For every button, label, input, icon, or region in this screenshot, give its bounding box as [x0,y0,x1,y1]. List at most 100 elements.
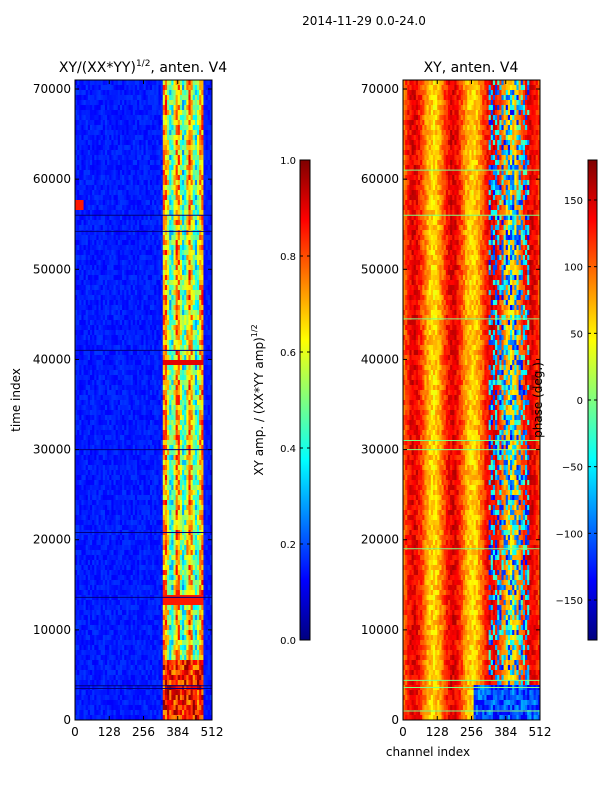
heatmap-cell [126,420,129,426]
heatmap-cell [83,235,87,241]
heatmap-cell [164,150,168,156]
heatmap-cell [128,435,132,441]
heatmap-cell [126,285,129,291]
heatmap-cell [154,90,157,96]
heatmap-cell [173,225,177,231]
heatmap-cell [175,80,179,86]
heatmap-cell [100,100,104,106]
heatmap-cell [132,360,136,366]
heatmap-cell [177,255,181,261]
heatmap-cell [139,175,142,181]
heatmap-cell [145,305,149,311]
heatmap-cell [199,360,202,366]
heatmap-cell [128,295,132,301]
heatmap-cell [92,165,95,171]
heatmap-cell [92,215,95,221]
heatmap-cell [107,330,110,336]
heatmap-cell [205,345,209,351]
heatmap-cell [75,470,78,476]
heatmap-cell [89,110,93,116]
heatmap-cell [203,225,206,231]
heatmap-cell [171,380,174,386]
heatmap-cell [119,185,123,191]
heatmap-cell [85,100,89,106]
heatmap-cell [134,370,138,376]
heatmap-cell [182,430,185,436]
heatmap-cell [119,290,123,296]
heatmap-cell [81,265,84,271]
heatmap-cell [111,270,114,276]
heatmap-cell [130,260,134,266]
heatmap-cell [203,170,206,176]
heatmap-cell [162,85,166,91]
heatmap-cell [179,315,183,321]
heatmap-cell [109,275,112,281]
heatmap-cell [149,380,153,386]
heatmap-cell [182,390,185,396]
heatmap-cell [158,250,162,256]
heatmap-cell [141,235,144,241]
heatmap-cell [194,190,198,196]
heatmap-cell [115,245,119,251]
heatmap-cell [104,95,108,101]
heatmap-cell [111,145,114,151]
heatmap-cell [113,175,117,181]
heatmap-cell [188,260,191,266]
heatmap-cell [77,120,80,126]
heatmap-cell [173,300,177,306]
heatmap-cell [177,420,181,426]
heatmap-cell [203,270,206,276]
heatmap-cell [126,375,129,381]
heatmap-cell [137,265,140,271]
heatmap-cell [179,195,183,201]
heatmap-cell [126,400,129,406]
heatmap-cell [147,250,151,256]
heatmap-cell [160,425,164,431]
heatmap-cell [156,200,159,206]
heatmap-cell [186,180,189,186]
heatmap-cell [147,200,151,206]
heatmap-cell [77,315,80,321]
heatmap-cell [75,325,78,331]
heatmap-cell [149,170,153,176]
heatmap-cell [203,285,206,291]
heatmap-cell [104,300,108,306]
heatmap-cell [85,455,89,461]
heatmap-cell [122,385,125,391]
heatmap-cell [156,375,159,381]
heatmap-cell [145,310,149,316]
heatmap-cell [209,150,212,156]
heatmap-cell [149,360,153,366]
heatmap-cell [109,90,112,96]
heatmap-cell [205,185,209,191]
heatmap-cell [171,375,174,381]
heatmap-cell [154,400,157,406]
heatmap-cell [134,90,138,96]
heatmap-cell [177,380,181,386]
heatmap-cell [209,455,212,461]
heatmap-cell [87,175,91,181]
heatmap-cell [139,360,142,366]
heatmap-cell [182,90,185,96]
heatmap-cell [207,115,211,121]
heatmap-cell [102,270,106,276]
heatmap-cell [89,145,93,151]
heatmap-cell [87,240,91,246]
heatmap-cell [171,250,174,256]
heatmap-cell [152,230,155,236]
heatmap-cell [201,150,204,156]
heatmap-cell [96,115,99,121]
heatmap-cell [81,285,84,291]
heatmap-cell [184,215,187,221]
heatmap-cell [179,360,183,366]
heatmap-cell [186,145,189,151]
heatmap-cell [152,200,155,206]
heatmap-cell [203,160,206,166]
heatmap-cell [137,135,140,141]
heatmap-cell [81,325,84,331]
heatmap-cell [164,425,168,431]
heatmap-cell [96,415,99,421]
heatmap-cell [175,135,179,141]
heatmap-cell [207,120,211,126]
heatmap-cell [109,340,112,346]
